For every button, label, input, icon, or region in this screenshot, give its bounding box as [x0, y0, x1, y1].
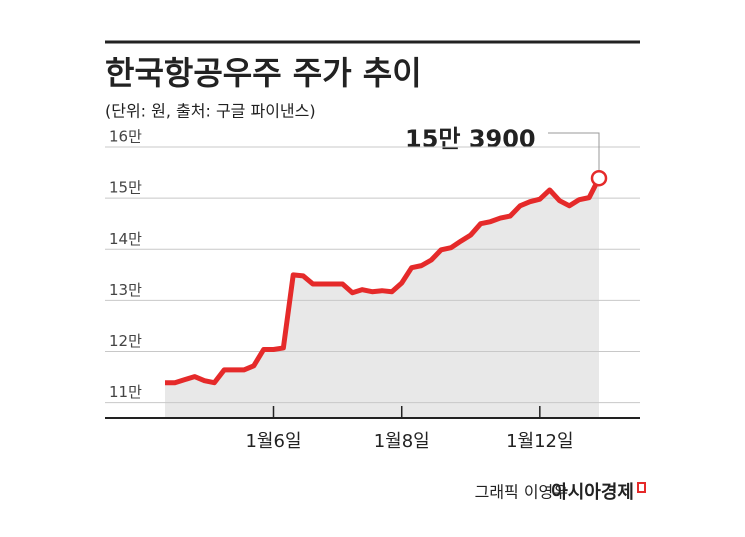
x-tick-label: 1월8일	[374, 431, 430, 452]
line	[165, 177, 602, 386]
publisher: 아시아경제	[551, 482, 634, 503]
y-tick-label: 14만	[109, 230, 142, 248]
logo-mark	[637, 482, 646, 493]
annotation: 15만 3900	[405, 125, 536, 153]
annotation-leader	[548, 132, 600, 171]
chart-title: 한국항공우주 주가 추이	[105, 54, 422, 92]
y-tick-label: 16만	[109, 128, 142, 146]
x-tick-label: 1월12일	[506, 431, 573, 452]
y-tick-label: 11만	[109, 383, 142, 401]
y-tick-label: 15만	[109, 179, 142, 197]
y-tick-label: 12만	[109, 332, 142, 350]
area	[165, 178, 599, 418]
y-tick-label: 13만	[109, 281, 142, 299]
chart-subtitle: (단위: 원, 출처: 구글 파이낸스)	[105, 102, 316, 121]
end-point	[590, 169, 608, 187]
x-tick-label: 1월6일	[245, 431, 301, 452]
credit: 그래픽 이영우	[475, 483, 568, 502]
